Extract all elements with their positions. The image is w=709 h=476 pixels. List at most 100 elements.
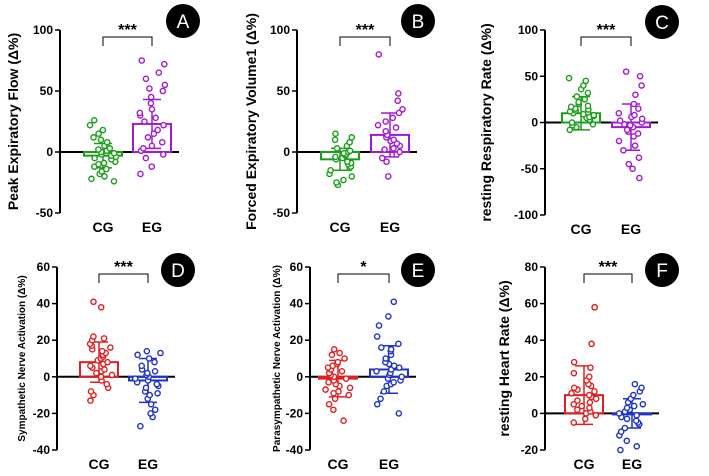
chart-panel-c: -100 -50 0 50 100 resting Respiratory Rate (Δ… <box>478 5 679 237</box>
data-point-eg <box>160 121 167 129</box>
chart-panel-d: -40 -20 0 20 40 60 Sympathetic Nerve Activatio… <box>17 253 195 472</box>
data-point-cg <box>110 149 118 157</box>
data-point-cg <box>331 395 339 403</box>
data-point-eg <box>632 417 640 425</box>
x-tick-label: EG <box>621 221 641 237</box>
data-point-eg <box>155 69 163 76</box>
data-point-eg <box>375 51 383 58</box>
data-point-cg <box>587 364 594 371</box>
y-tick-label: 100 <box>518 23 538 37</box>
data-point-cg <box>333 179 340 186</box>
y-tick-label: -50 <box>521 162 539 176</box>
data-point-eg <box>141 118 148 125</box>
data-point-cg <box>592 411 600 419</box>
data-point-eg <box>154 389 161 397</box>
data-point-eg <box>635 154 643 161</box>
data-point-eg <box>631 142 639 149</box>
data-point-eg <box>625 160 633 168</box>
y-tick-label: 40 <box>290 297 304 311</box>
data-point-eg <box>151 368 159 375</box>
data-point-cg <box>348 173 356 180</box>
data-point-eg <box>390 298 398 306</box>
y-tick-label: 50 <box>525 69 539 83</box>
data-point-cg <box>584 89 592 97</box>
chart-panel-e: -40 -20 0 20 40 60 Parasympathetic Nerve Activ… <box>272 253 435 472</box>
data-point-eg <box>638 82 645 89</box>
data-point-eg <box>147 93 155 101</box>
data-point-eg <box>151 358 158 366</box>
data-point-cg <box>570 384 578 392</box>
chart-panel-a: -50 0 50 100 Peak Expiratory Flow (Δ%) CG EG **… <box>5 4 200 235</box>
data-point-cg <box>584 102 592 110</box>
data-point-cg <box>574 406 581 414</box>
significance-label: *** <box>599 259 618 276</box>
data-point-cg <box>87 388 95 395</box>
data-point-eg <box>146 85 153 92</box>
data-point-eg <box>383 158 390 166</box>
data-point-cg <box>87 397 94 404</box>
data-point-eg <box>374 121 382 129</box>
data-point-eg <box>150 130 158 137</box>
y-tick-label: -50 <box>36 206 54 220</box>
data-point-eg <box>623 437 631 445</box>
y-tick-label: 40 <box>525 333 539 347</box>
data-point-eg <box>387 346 395 353</box>
x-tick-label: EG <box>138 456 158 472</box>
data-point-cg <box>585 391 593 399</box>
data-point-cg <box>581 96 589 103</box>
significance-label: *** <box>356 22 375 39</box>
panel-letter: B <box>412 12 425 33</box>
x-tick-label: EG <box>622 456 642 472</box>
data-point-cg <box>95 130 102 137</box>
y-axis-title: Sympathetic Nerve Activation (Δ%) <box>17 275 28 441</box>
data-point-eg <box>382 355 390 362</box>
data-point-eg <box>384 173 392 180</box>
data-point-cg <box>325 378 332 386</box>
x-tick-label: EG <box>142 219 162 235</box>
data-point-eg <box>151 406 159 414</box>
data-point-cg <box>345 391 353 399</box>
data-point-cg <box>581 415 589 423</box>
x-tick-label: CG <box>330 219 351 235</box>
significance-label: *** <box>597 22 616 39</box>
y-tick-label: 60 <box>525 297 539 311</box>
y-tick-label: -40 <box>33 443 51 457</box>
data-point-eg <box>161 81 169 89</box>
data-point-eg <box>615 109 623 117</box>
data-point-cg <box>325 400 333 408</box>
data-point-eg <box>392 124 400 131</box>
significance-label: *** <box>114 259 133 276</box>
data-point-cg <box>582 77 590 85</box>
y-tick-label: 0 <box>531 406 538 420</box>
data-point-cg <box>334 358 342 366</box>
data-point-eg <box>385 313 392 320</box>
data-point-cg <box>91 154 98 162</box>
data-point-cg <box>107 344 114 351</box>
data-point-eg <box>161 60 168 68</box>
data-point-eg <box>395 90 402 97</box>
data-point-cg <box>98 347 106 355</box>
data-point-eg <box>145 355 153 362</box>
data-point-cg <box>110 177 118 185</box>
data-point-cg <box>93 369 100 377</box>
data-point-cg <box>338 368 346 375</box>
significance-bracket <box>580 36 632 46</box>
data-point-eg <box>148 142 156 150</box>
data-point-eg <box>159 151 167 158</box>
data-point-cg <box>335 388 342 395</box>
data-point-cg <box>330 346 338 353</box>
data-point-cg <box>585 373 593 381</box>
x-tick-label: CG <box>574 456 595 472</box>
data-point-cg <box>591 303 598 311</box>
data-point-eg <box>131 375 139 382</box>
data-point-eg <box>621 121 628 128</box>
data-point-eg <box>152 114 159 122</box>
data-point-cg <box>101 366 108 373</box>
data-point-eg <box>378 344 385 351</box>
data-point-cg <box>342 375 350 382</box>
data-point-eg <box>373 368 380 375</box>
data-point-eg <box>138 57 146 64</box>
y-tick-label: 0 <box>531 116 538 130</box>
panel-badge <box>401 253 435 287</box>
y-tick-label: 100 <box>33 23 53 37</box>
